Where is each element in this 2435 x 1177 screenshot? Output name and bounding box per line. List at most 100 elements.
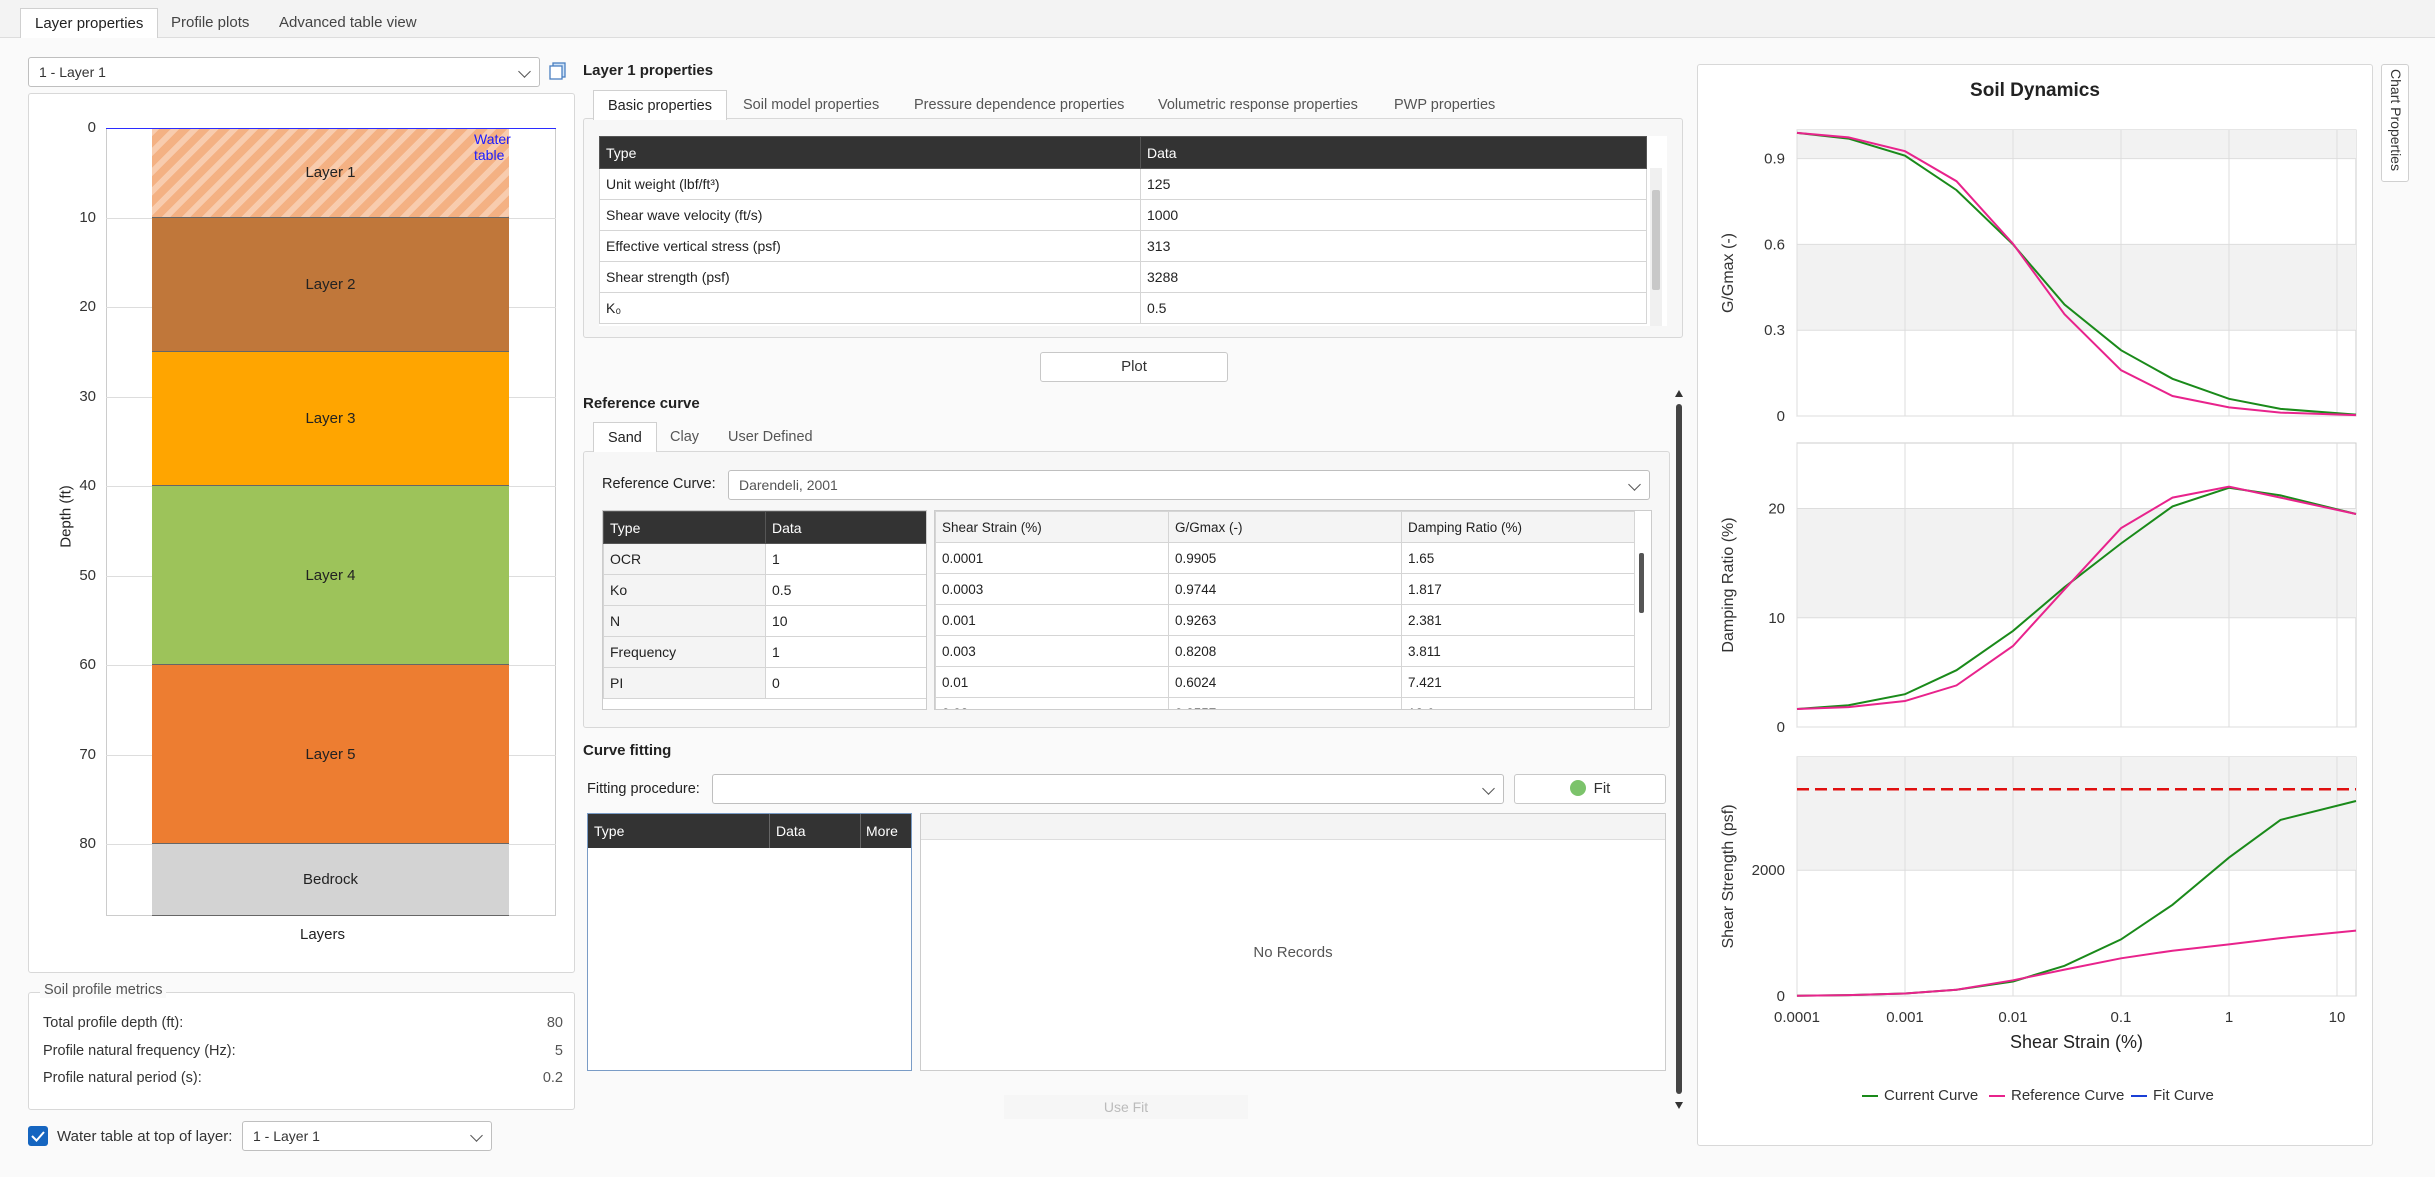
fit-button-label: Fit: [1593, 780, 1611, 797]
layers-axis-label: Layers: [300, 926, 346, 943]
properties-scrollbar[interactable]: [1650, 168, 1662, 326]
tab-profile-plots[interactable]: Profile plots: [171, 14, 250, 31]
y-tick-label: 10: [1768, 610, 1785, 627]
reference-curve-select[interactable]: Darendeli, 2001: [728, 470, 1650, 500]
basic-properties-table-wrap: Type Data Unit weight (lbf/ft³) 125 Shear …: [599, 136, 1667, 326]
middle-scrollbar[interactable]: [1672, 390, 1686, 1115]
tab-pwp-properties[interactable]: PWP properties: [1394, 97, 1496, 113]
depth-tick-label: 30: [79, 387, 96, 405]
table-row: PI 0: [603, 667, 926, 699]
depth-tick-label: 70: [79, 745, 96, 763]
depth-tick-label: 20: [79, 298, 96, 315]
layer-block[interactable]: Layer 1: [152, 128, 509, 218]
table-row: 0.0003 0.9744 1.817: [935, 573, 1635, 605]
cell-input[interactable]: 313: [1140, 230, 1647, 262]
grid-band: [1797, 757, 2356, 871]
x-axis-label: Shear Strain (%): [2010, 1032, 2143, 1052]
cell-input[interactable]: 10: [765, 605, 926, 637]
cell-input[interactable]: 0.5: [1140, 292, 1647, 324]
reference-curve-title: Reference curve: [583, 395, 700, 412]
x-tick-label: 10: [2329, 1009, 2346, 1026]
x-tick-label: 0.0001: [1774, 1009, 1820, 1026]
depth-tick-label: 60: [79, 656, 96, 673]
table-row: N 10: [603, 605, 926, 637]
legend-reference-curve: Reference Curve: [1989, 1087, 2124, 1104]
col-type: Type: [603, 511, 766, 544]
copy-icon[interactable]: [548, 61, 568, 81]
fitting-procedure-select[interactable]: [712, 774, 1504, 804]
fit-button[interactable]: Fit: [1514, 774, 1666, 804]
grid-band: [1797, 130, 2356, 159]
layer-select[interactable]: 1 - Layer 1: [28, 57, 540, 87]
table-row: Effective vertical stress (psf) 313: [599, 230, 1647, 262]
tab-soil-model-properties[interactable]: Soil model properties: [743, 97, 880, 113]
reference-table-scrollbar[interactable]: [1637, 541, 1649, 709]
depth-tick-label: 50: [79, 566, 96, 584]
tab-volumetric-response-properties[interactable]: Volumetric response properties: [1158, 97, 1358, 113]
main-tabbar: Layer properties Profile plots Advanced …: [0, 0, 2435, 38]
fit-params-table: Type Data More: [587, 813, 912, 1071]
chart-properties-label: Chart Properties: [2388, 69, 2404, 171]
reference-curve-line: [1796, 485, 2357, 710]
cell-input[interactable]: 1: [765, 543, 926, 575]
chart-properties-tab[interactable]: Chart Properties: [2381, 64, 2409, 182]
tab-layer-properties[interactable]: Layer properties: [20, 8, 159, 38]
x-tick-label: 0.01: [1998, 1009, 2027, 1026]
y-tick-label: 0.3: [1764, 322, 1785, 339]
current-curve-line: [1796, 131, 2357, 416]
cell-input[interactable]: 1: [765, 636, 926, 668]
y-tick-label: 20: [1768, 501, 1785, 518]
water-table-checkbox-label: Water table at top of layer:: [57, 1128, 233, 1145]
plot-button[interactable]: Plot: [1040, 352, 1228, 382]
col-type: Type: [599, 136, 1141, 169]
curve-fitting-title: Curve fitting: [583, 742, 672, 759]
fit-results-table: No Records: [920, 813, 1666, 1071]
col-data: Data: [1140, 136, 1647, 169]
y-tick-label: 0.9: [1764, 151, 1785, 168]
tab-pressure-dependence-properties[interactable]: Pressure dependence properties: [914, 97, 1125, 113]
table-row: 0.003 0.8208 3.811: [935, 635, 1635, 667]
depth-tick-label: 80: [79, 835, 96, 852]
grid-band: [1797, 508, 2356, 618]
reference-curve-line: [1796, 929, 2357, 997]
table-row: Ko 0.5: [603, 574, 926, 606]
reference-params-table: Type Data OCR 1 Ko 0.5 N 10 Frequency 1 PI 0: [603, 511, 926, 699]
layer-block[interactable]: Layer 2: [152, 217, 509, 352]
tab-advanced-table-view[interactable]: Advanced table view: [279, 14, 417, 31]
tab-sand[interactable]: Sand: [593, 422, 657, 452]
water-table-checkbox[interactable]: [28, 1126, 48, 1146]
water-table-label: Water table: [474, 131, 511, 163]
tab-user-defined[interactable]: User Defined: [728, 429, 813, 445]
reference-curve-table: Shear Strain (%) G/Gmax (-) Damping Ratio …: [935, 511, 1635, 709]
table-row: Unit weight (lbf/ft³) 125: [599, 168, 1647, 200]
layer-block[interactable]: Layer 5: [152, 665, 509, 844]
water-table-layer-select[interactable]: 1 - Layer 1: [242, 1121, 492, 1151]
cell-input[interactable]: 0: [765, 667, 926, 699]
no-records-text: No Records: [1253, 944, 1333, 961]
depth-tick-label: 0: [87, 119, 96, 136]
y-axis-label: Damping Ratio (%): [1720, 517, 1737, 652]
y-axis-label: G/Gmax (-): [1720, 233, 1737, 313]
depth-tick-label: 10: [79, 208, 96, 226]
fitting-procedure-label: Fitting procedure:: [587, 781, 700, 797]
y-tick-label: 0.6: [1764, 236, 1785, 253]
col-data: Data: [765, 511, 926, 544]
tab-basic-properties[interactable]: Basic properties: [593, 90, 727, 120]
layer-block[interactable]: Layer 4: [152, 486, 509, 665]
basic-properties-table: Type Data Unit weight (lbf/ft³) 125 Shear …: [599, 136, 1647, 324]
layer-block[interactable]: Bedrock: [152, 844, 509, 916]
use-fit-button[interactable]: Use Fit: [1004, 1095, 1248, 1119]
metric-natural-frequency: Profile natural frequency (Hz): 5: [43, 1043, 563, 1059]
soil-profile-metrics-panel: [28, 992, 575, 1110]
metric-total-depth: Total profile depth (ft): 80: [43, 1015, 563, 1031]
table-row: 0.001 0.9263 2.381: [935, 604, 1635, 636]
check-circle-icon: [1569, 780, 1586, 796]
cell-input[interactable]: 0.5: [765, 574, 926, 606]
col-data: Data: [770, 814, 861, 848]
layer-block[interactable]: Layer 3: [152, 351, 509, 486]
tab-clay[interactable]: Clay: [670, 429, 700, 445]
table-row: Shear wave velocity (ft/s) 1000: [599, 199, 1647, 231]
x-tick-label: 0.001: [1886, 1009, 1924, 1026]
reference-curve-value: Darendeli, 2001: [739, 477, 838, 493]
